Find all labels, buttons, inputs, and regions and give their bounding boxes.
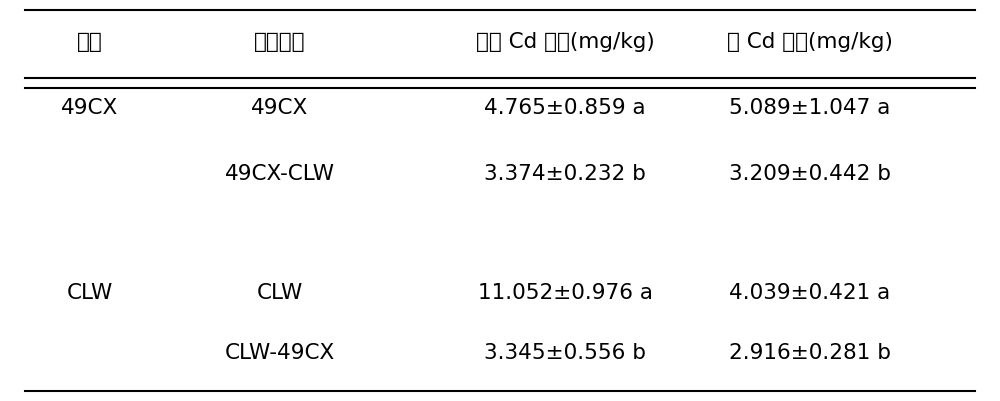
Text: 4.039±0.421 a: 4.039±0.421 a (729, 283, 891, 303)
Text: 根 Cd 含量(mg/kg): 根 Cd 含量(mg/kg) (727, 32, 893, 52)
Text: 49CX-CLW: 49CX-CLW (225, 164, 335, 184)
Text: 11.052±0.976 a: 11.052±0.976 a (478, 283, 652, 303)
Text: CLW: CLW (257, 283, 303, 303)
Text: 3.345±0.556 b: 3.345±0.556 b (484, 343, 646, 363)
Text: 3.209±0.442 b: 3.209±0.442 b (729, 164, 891, 184)
Text: CLW: CLW (67, 283, 113, 303)
Text: 3.374±0.232 b: 3.374±0.232 b (484, 164, 646, 184)
Text: 2.916±0.281 b: 2.916±0.281 b (729, 343, 891, 363)
Text: 49CX: 49CX (61, 98, 119, 118)
Text: 5.089±1.047 a: 5.089±1.047 a (729, 98, 891, 118)
Text: 49CX: 49CX (251, 98, 309, 118)
Text: 品种: 品种 (77, 32, 103, 52)
Text: 4.765±0.859 a: 4.765±0.859 a (484, 98, 646, 118)
Text: CLW-49CX: CLW-49CX (225, 343, 335, 363)
Text: 种植方式: 种植方式 (254, 32, 306, 52)
Text: 茎叶 Cd 含量(mg/kg): 茎叶 Cd 含量(mg/kg) (476, 32, 654, 52)
